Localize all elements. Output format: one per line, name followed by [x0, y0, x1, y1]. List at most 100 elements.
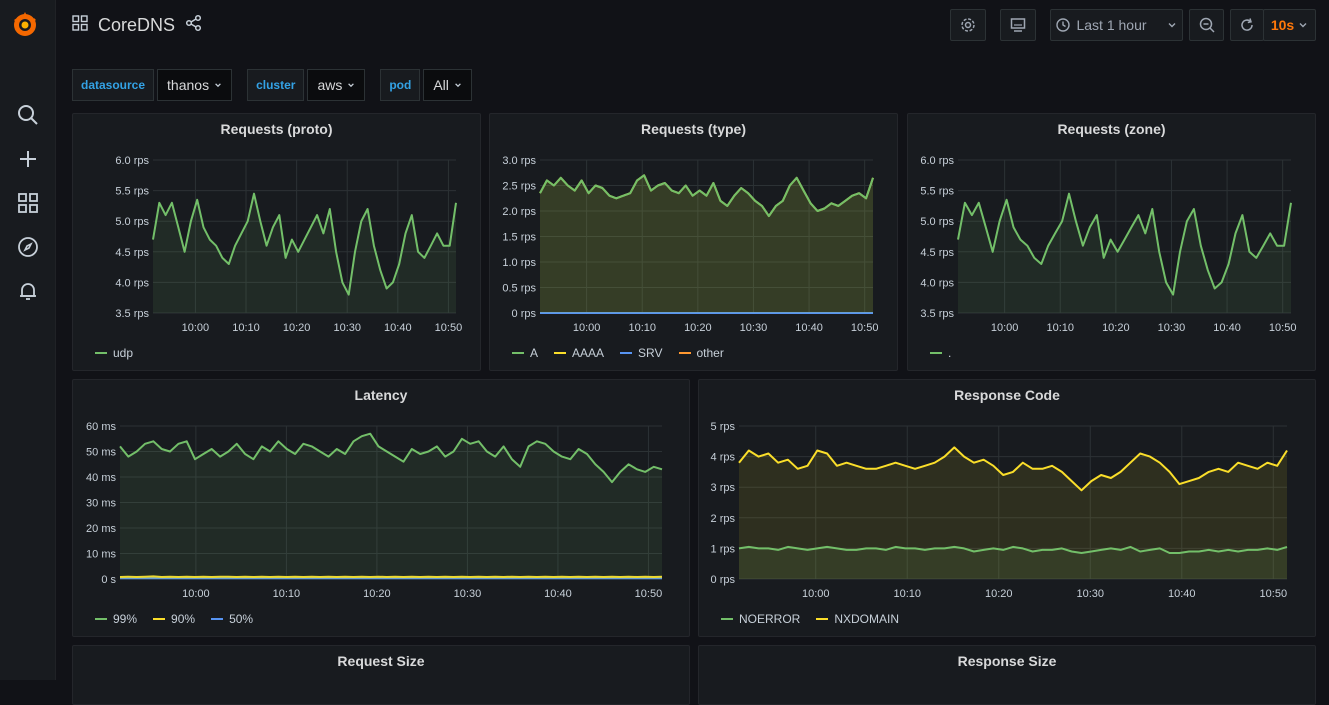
series-line-udp	[152, 192, 457, 296]
legend-label: SRV	[638, 346, 663, 360]
legend-item-udp[interactable]: udp	[95, 346, 133, 360]
legend-item-noerror[interactable]: NOERROR	[721, 612, 800, 626]
y-tick-label: 3.5 rps	[920, 308, 954, 320]
y-tick-label: 2.5 rps	[502, 181, 536, 193]
panel-title[interactable]: Requests (zone)	[1057, 121, 1166, 137]
legend-item-p90[interactable]: 90%	[153, 612, 195, 626]
grafana-logo-icon[interactable]	[10, 10, 40, 40]
legend-item-p50[interactable]: 50%	[211, 612, 253, 626]
variable-select-pod[interactable]: All	[423, 69, 472, 101]
x-tick-label: 10:40	[795, 322, 823, 334]
x-tick-label: 10:50	[1260, 588, 1288, 600]
search-icon[interactable]	[14, 101, 42, 129]
plus-icon[interactable]	[14, 145, 42, 173]
y-tick-label: 4.5 rps	[115, 247, 149, 259]
x-tick-label: 10:00	[991, 322, 1019, 334]
refresh-interval-picker[interactable]: 10s	[1263, 9, 1316, 41]
x-tick-label: 10:30	[454, 588, 482, 600]
legend: A AAAA SRV other	[512, 346, 724, 360]
latency-chart: 0 s 10 ms 20 ms 30 ms 40 ms 50 ms 60 ms 10:00 10…	[86, 421, 663, 600]
panel-title[interactable]: Requests (proto)	[220, 121, 333, 137]
panel-response-code[interactable]: Response Code 0 rps 1 rps 2 rps 3 rps 4 rps 5…	[698, 379, 1316, 637]
panel-requests-zone[interactable]: Requests (zone) 3.5 rps 4.0 rps 4.5 rps 5.0…	[907, 113, 1316, 371]
series-line-.	[957, 192, 1292, 296]
gear-icon	[961, 18, 975, 32]
panel-title[interactable]: Response Size	[957, 653, 1057, 669]
x-tick-label: 10:10	[628, 322, 656, 334]
alerting-icon[interactable]	[14, 277, 42, 305]
page-title[interactable]: CoreDNS	[98, 15, 176, 35]
series-line-99%	[119, 432, 663, 484]
series-area-A	[540, 175, 873, 313]
x-tick-label: 10:10	[273, 588, 301, 600]
y-tick-label: 4 rps	[711, 452, 736, 464]
y-tick-label: 3 rps	[711, 482, 736, 494]
variable-label-datasource: datasource	[72, 69, 155, 101]
time-range-picker[interactable]: Last 1 hour	[1050, 9, 1183, 41]
legend-label: AAAA	[572, 346, 605, 360]
legend-item-nxdomain[interactable]: NXDOMAIN	[816, 612, 899, 626]
variable-select-datasource[interactable]: thanos	[157, 69, 233, 101]
legend-item-srv[interactable]: SRV	[620, 346, 663, 360]
x-tick-label: 10:20	[985, 588, 1013, 600]
chevron-down-icon	[1168, 23, 1176, 28]
settings-button[interactable]	[950, 9, 986, 41]
zoom-out-button[interactable]	[1189, 9, 1224, 41]
dashboards-icon[interactable]	[14, 189, 42, 217]
series-area-AAAA	[540, 175, 873, 313]
panel-request-size[interactable]: Request Size	[72, 645, 690, 705]
panel-latency[interactable]: Latency 0 s 10 ms 20 ms 30 ms 40 ms 50 ms 60 m…	[72, 379, 690, 637]
zoom-out-icon	[1199, 17, 1215, 33]
requests-proto-chart: 3.5 rps 4.0 rps 4.5 rps 5.0 rps 5.5 rps 6.0 r…	[115, 155, 462, 334]
legend-item-aaaa[interactable]: AAAA	[554, 346, 604, 360]
panel-requests-proto[interactable]: Requests (proto) 3.5 rps 4.0 rps 4.5 rps 5.…	[72, 113, 481, 371]
time-range-label: Last 1 hour	[1076, 17, 1147, 33]
y-tick-label: 4.0 rps	[115, 277, 149, 289]
x-tick-label: 10:10	[232, 322, 260, 334]
topbar: CoreDNS Last 1 hour 10s	[56, 0, 1329, 52]
x-tick-label: 10:00	[182, 322, 210, 334]
share-icon[interactable]	[185, 14, 203, 37]
x-tick-label: 10:40	[1213, 322, 1241, 334]
y-tick-label: 3.0 rps	[502, 155, 536, 167]
y-tick-label: 10 ms	[86, 549, 116, 561]
legend-item-p99[interactable]: 99%	[95, 612, 137, 626]
x-tick-label: 10:40	[544, 588, 572, 600]
panel-title[interactable]: Latency	[354, 387, 408, 403]
monitor-icon	[1010, 18, 1026, 32]
x-tick-label: 10:50	[851, 322, 879, 334]
y-tick-label: 50 ms	[86, 447, 116, 459]
y-tick-label: 5.5 rps	[115, 186, 149, 198]
y-tick-label: 0 s	[101, 574, 116, 586]
y-tick-label: 5 rps	[711, 421, 736, 433]
x-tick-label: 10:50	[635, 588, 663, 600]
panel-response-size[interactable]: Response Size	[698, 645, 1316, 705]
explore-icon[interactable]	[14, 233, 42, 261]
y-tick-label: 5.5 rps	[920, 186, 954, 198]
panel-requests-type[interactable]: Requests (type) 0 rps 0.5 rps 1.0 rps 1.5 r…	[489, 113, 898, 371]
series-area-NXDOMAIN	[739, 447, 1287, 579]
x-tick-label: 10:00	[802, 588, 830, 600]
panel-title[interactable]: Requests (type)	[640, 121, 747, 137]
y-tick-label: 2.0 rps	[502, 206, 536, 218]
x-tick-label: 10:20	[1102, 322, 1130, 334]
legend-item-a[interactable]: A	[512, 346, 538, 360]
panel-title[interactable]: Request Size	[337, 653, 425, 669]
requests-type-chart: 0 rps 0.5 rps 1.0 rps 1.5 rps 2.0 rps 2.5 rps…	[502, 155, 879, 334]
clock-icon	[1056, 18, 1071, 32]
tv-mode-button[interactable]	[1000, 9, 1036, 41]
legend-label: 90%	[171, 612, 196, 626]
variable-select-cluster[interactable]: aws	[307, 69, 366, 101]
y-tick-label: 1.0 rps	[502, 257, 536, 269]
legend-item-dot[interactable]: .	[930, 346, 951, 360]
x-tick-label: 10:20	[684, 322, 712, 334]
y-tick-label: 6.0 rps	[115, 155, 149, 167]
y-tick-label: 20 ms	[86, 523, 116, 535]
y-tick-label: 6.0 rps	[920, 155, 954, 167]
dashboards-grid-icon	[72, 15, 88, 36]
x-tick-label: 10:30	[740, 322, 768, 334]
refresh-button[interactable]	[1230, 9, 1264, 41]
y-tick-label: 4.5 rps	[920, 247, 954, 259]
legend-item-other[interactable]: other	[678, 346, 724, 360]
panel-title[interactable]: Response Code	[954, 387, 1060, 403]
